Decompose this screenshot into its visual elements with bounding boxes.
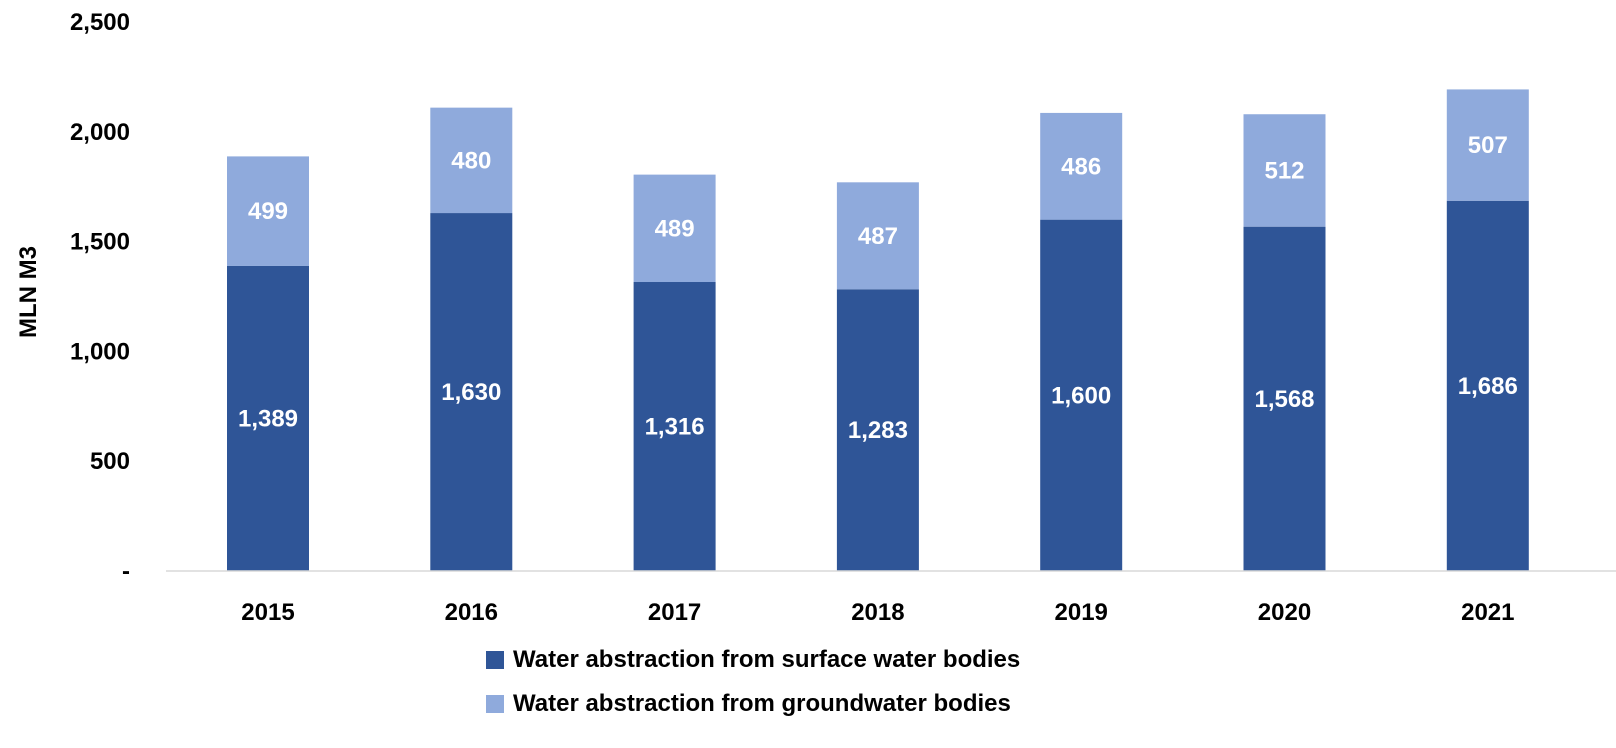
x-tick-label: 2018 (851, 599, 904, 626)
data-label-groundwater: 499 (248, 198, 288, 225)
bar-segment-surface (227, 265, 309, 571)
bar-segment-groundwater (836, 182, 919, 290)
bar-segment-groundwater (633, 174, 716, 283)
y-tick-label: 2,500 (70, 9, 130, 36)
data-label-groundwater: 486 (1061, 153, 1101, 180)
data-label-surface: 1,686 (1458, 373, 1518, 400)
x-axis-tick-labels: 2015 2016 2017 2018 2019 2020 2021 (241, 599, 1514, 626)
x-tick-label: 2020 (1258, 599, 1311, 626)
x-tick-label: 2019 (1055, 599, 1108, 626)
data-label-surface: 1,630 (441, 379, 501, 406)
x-tick-label: 2021 (1461, 599, 1514, 626)
bar-segment-groundwater (227, 156, 309, 266)
y-tick-label: 2,000 (70, 119, 130, 146)
x-tick-label: 2017 (648, 599, 701, 626)
legend-swatch-surface (486, 651, 504, 669)
bar-segment-groundwater (1040, 112, 1123, 220)
legend-item-groundwater: Water abstraction from groundwater bodie… (486, 689, 1011, 719)
legend-swatch-groundwater (486, 695, 504, 713)
x-tick-label: 2015 (241, 599, 294, 626)
data-label-groundwater: 507 (1468, 132, 1508, 159)
bar-segment-surface (1243, 226, 1326, 571)
y-tick-label: 500 (90, 448, 130, 475)
data-label-surface: 1,389 (238, 405, 298, 432)
bar-segment-groundwater (430, 107, 513, 214)
bar-segment-surface (1040, 219, 1123, 571)
bar-segment-groundwater (1446, 89, 1529, 201)
bar-segment-surface (633, 282, 716, 571)
data-label-surface: 1,568 (1254, 386, 1314, 413)
data-label-groundwater: 489 (655, 215, 695, 242)
y-tick-label: 1,000 (70, 338, 130, 365)
bar-segment-groundwater (1243, 114, 1326, 227)
y-axis-title: MLN M3 (15, 246, 42, 338)
legend-item-surface: Water abstraction from surface water bod… (486, 645, 1020, 675)
data-label-surface: 1,316 (645, 414, 705, 441)
bar-segment-surface (430, 213, 513, 571)
data-label-surface: 1,283 (848, 417, 908, 444)
y-axis-tick-labels: - 500 1,000 1,500 2,000 2,500 (70, 9, 130, 585)
data-label-surface: 1,600 (1051, 382, 1111, 409)
legend-label-groundwater: Water abstraction from groundwater bodie… (513, 690, 1011, 717)
data-label-groundwater: 487 (858, 223, 898, 250)
x-tick-label: 2016 (445, 599, 498, 626)
bars: 1,389 499 1,630 480 1,316 489 1,283 487 1,600 486… (227, 89, 1529, 571)
bar-segment-surface (1446, 200, 1529, 571)
y-tick-label: - (122, 558, 130, 585)
y-tick-label: 1,500 (70, 229, 130, 256)
legend-label-surface: Water abstraction from surface water bod… (513, 646, 1021, 673)
data-label-groundwater: 480 (451, 147, 491, 174)
data-label-groundwater: 512 (1264, 157, 1304, 184)
bar-segment-surface (836, 289, 919, 571)
